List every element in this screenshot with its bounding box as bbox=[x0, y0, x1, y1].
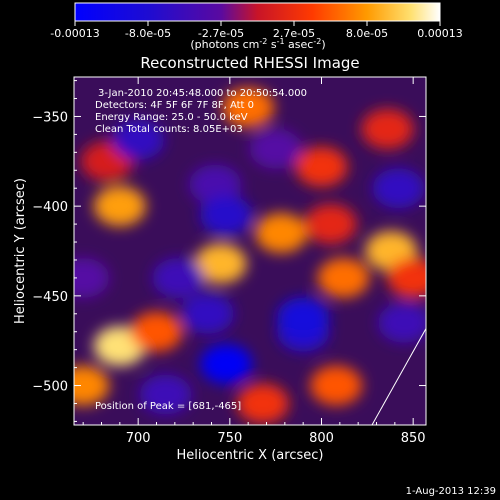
colorbar-tick-label: -2.7e-05 bbox=[198, 27, 244, 40]
x-tick-label: 750 bbox=[217, 431, 242, 446]
heatmap-blob bbox=[152, 257, 205, 298]
colorbar-ticks: -0.00013 -8.0e-05 -2.7e-05 2.7e-05 8.0e-05 0.… bbox=[50, 21, 463, 40]
heatmap-blob bbox=[189, 164, 242, 205]
annotation-line: Energy Range: 25.0 - 50.0 keV bbox=[95, 112, 248, 123]
heatmap-blob bbox=[310, 365, 363, 406]
heatmap-blob bbox=[130, 311, 183, 352]
x-axis-ticks: 700 750 800 850 bbox=[82, 77, 426, 446]
x-tick-label: 850 bbox=[401, 431, 426, 446]
annotation-line: 3-Jan-2010 20:45:48.000 to 20:50:54.000 bbox=[98, 88, 307, 99]
heatmap-blob bbox=[317, 257, 370, 298]
heatmap-blob bbox=[222, 87, 275, 128]
heatmap-blob bbox=[304, 204, 357, 245]
annotation-line: Detectors: 4F 5F 6F 7F 8F, Att 0 bbox=[95, 100, 254, 111]
heatmap-blob bbox=[112, 119, 165, 160]
y-axis-label: Heliocentric Y (arcsec) bbox=[13, 178, 28, 324]
heatmap-blob bbox=[74, 257, 110, 298]
image-area bbox=[74, 77, 426, 425]
heatmap-blob bbox=[249, 128, 302, 169]
y-axis-ticks: −350 −400 −450 −500 bbox=[32, 80, 426, 422]
limb-line bbox=[371, 327, 426, 425]
heatmap-blob bbox=[295, 146, 348, 187]
heatmap-blob bbox=[361, 109, 414, 150]
heatmap-blob bbox=[139, 374, 192, 415]
heatmap-blob bbox=[200, 344, 253, 385]
x-tick-label: 700 bbox=[126, 431, 151, 446]
peak-position-label: Position of Peak = [681,-465] bbox=[95, 401, 241, 412]
heatmap-blob bbox=[372, 168, 425, 209]
heatmap-blob bbox=[255, 213, 308, 254]
y-tick-label: −450 bbox=[32, 290, 68, 305]
heatmap-blob bbox=[74, 365, 110, 406]
plot-frame bbox=[73, 76, 427, 426]
colorbar-tick-label: 8.0e-05 bbox=[346, 27, 388, 40]
y-tick-label: −350 bbox=[32, 110, 68, 125]
x-axis-label: Heliocentric X (arcsec) bbox=[177, 448, 324, 463]
heatmap-blob bbox=[200, 195, 253, 236]
footer-date: 1-Aug-2013 12:39 bbox=[406, 486, 496, 497]
colorbar-tick-label: -0.00013 bbox=[50, 27, 99, 40]
y-tick-label: −500 bbox=[32, 380, 68, 395]
heatmap-blob bbox=[236, 383, 289, 424]
heatmap-blob bbox=[194, 243, 247, 284]
heatmap-blob bbox=[378, 302, 426, 343]
colorbar bbox=[74, 2, 441, 22]
heatmap-blob bbox=[387, 257, 426, 298]
heatmap-blob bbox=[181, 293, 234, 334]
annotation-line: Clean Total counts: 8.05E+03 bbox=[95, 124, 243, 135]
chart-title: Reconstructed RHESSI Image bbox=[140, 54, 359, 72]
colorbar-tick-label: 2.7e-05 bbox=[273, 27, 315, 40]
heatmap-blob bbox=[277, 297, 330, 338]
heatmap-blob bbox=[93, 186, 146, 227]
colorbar-tick-label: 0.00013 bbox=[417, 27, 463, 40]
y-tick-label: −400 bbox=[32, 200, 68, 215]
x-tick-label: 800 bbox=[309, 431, 334, 446]
annotations: 3-Jan-2010 20:45:48.000 to 20:50:54.000D… bbox=[95, 88, 307, 135]
colorbar-label: (photons cm-2 s-1 asec-2) bbox=[190, 37, 325, 51]
colorbar-tick-label: -8.0e-05 bbox=[125, 27, 171, 40]
